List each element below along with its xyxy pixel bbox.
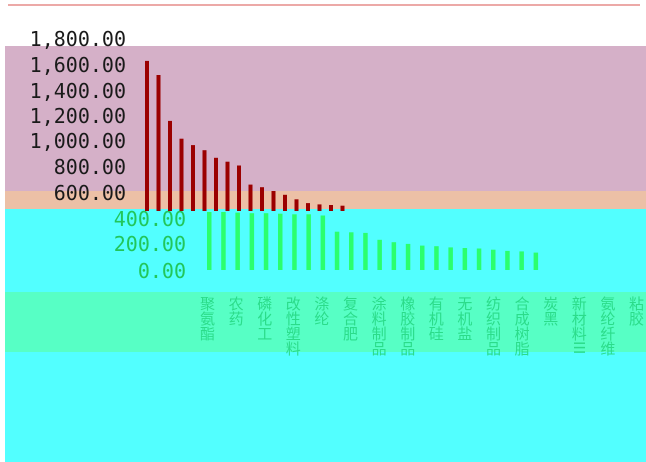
plot-band-mauve: [5, 46, 646, 191]
bar: [235, 212, 240, 270]
bar: [260, 187, 264, 211]
x-tick-label: 有机硅: [427, 296, 445, 341]
y-tick-label: 800.00: [54, 155, 126, 179]
bar: [191, 145, 195, 211]
bar: [462, 248, 468, 270]
x-tick-label: 聚氨酯: [198, 296, 216, 341]
bar: [505, 250, 510, 270]
plot-band-peach: [5, 191, 646, 209]
y-tick-label: 1,200.00: [30, 104, 126, 128]
bar: [248, 184, 253, 211]
bar: [221, 212, 226, 270]
bar: [340, 205, 345, 211]
bar: [349, 232, 354, 270]
bar: [306, 203, 310, 211]
bar: [237, 165, 241, 211]
upper-y-axis-ticks: 1,800.001,600.001,400.001,200.001,000.00…: [30, 27, 126, 205]
bar: [317, 204, 322, 211]
bar: [145, 60, 149, 212]
bar: [214, 157, 218, 211]
bar: [292, 214, 297, 270]
x-tick-label: 无机盐: [455, 296, 473, 341]
x-tick-label: 橡胶制品: [398, 296, 416, 356]
category-label-band: [5, 292, 646, 352]
bar: [249, 213, 255, 270]
bar: [391, 242, 397, 270]
bar: [434, 246, 439, 270]
bar: [533, 252, 539, 270]
x-tick-label: 新材料III: [570, 296, 588, 354]
x-tick-label: 氨纶纤维: [598, 296, 616, 356]
bar: [320, 215, 326, 270]
bar: [334, 231, 340, 270]
x-tick-label: 合成树脂: [513, 296, 531, 357]
bar: [278, 213, 283, 270]
bar: [207, 212, 212, 270]
lower-bar-series: [207, 212, 539, 270]
bar: [377, 239, 382, 270]
y-tick-label: 200.00: [114, 232, 186, 256]
bar: [271, 191, 276, 211]
y-tick-label: 1,800.00: [30, 27, 126, 51]
bar: [179, 138, 184, 211]
y-tick-label: 1,400.00: [30, 79, 126, 103]
x-tick-label: 粘胶: [627, 296, 645, 327]
y-tick-label: 1,000.00: [30, 129, 126, 153]
x-tick-label: 农药: [227, 296, 245, 327]
x-tick-label: 纺织制品: [484, 296, 502, 356]
bar: [263, 213, 269, 270]
y-tick-label: 600.00: [54, 181, 126, 205]
bar: [519, 251, 524, 270]
bar: [476, 248, 482, 270]
bar: [225, 161, 230, 211]
category-labels: 聚氨酯 农药 磷化工 改性塑料 涤纶 复合肥 涂料制品 橡胶制品 有机硅 无机盐 纺织制品 合成树脂炭…: [198, 295, 645, 357]
bar: [156, 75, 161, 211]
x-tick-label: 磷化工: [255, 296, 273, 341]
x-tick-label: 涤纶: [312, 296, 330, 326]
bar: [363, 232, 368, 270]
bar: [420, 245, 425, 270]
bar: [448, 247, 453, 270]
bar: [283, 194, 287, 211]
upper-bar-series: [145, 60, 345, 212]
y-tick-label: 400.00: [114, 207, 186, 231]
bar: [168, 120, 172, 211]
y-tick-label: 0.00: [138, 259, 186, 283]
bar: [202, 150, 207, 211]
bar: [491, 249, 496, 270]
y-tick-label: 1,600.00: [30, 53, 126, 77]
bar: [306, 214, 311, 270]
x-tick-label: 复合肥: [341, 295, 359, 342]
x-tick-label: 炭黑: [541, 296, 559, 326]
x-tick-label: 改性塑料: [284, 296, 302, 356]
bar: [294, 199, 299, 211]
bar: [329, 205, 333, 211]
bar: [405, 243, 411, 270]
x-tick-label: 涂料制品: [370, 296, 388, 356]
